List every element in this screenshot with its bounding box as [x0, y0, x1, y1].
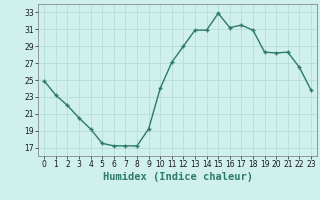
X-axis label: Humidex (Indice chaleur): Humidex (Indice chaleur)	[103, 172, 252, 182]
